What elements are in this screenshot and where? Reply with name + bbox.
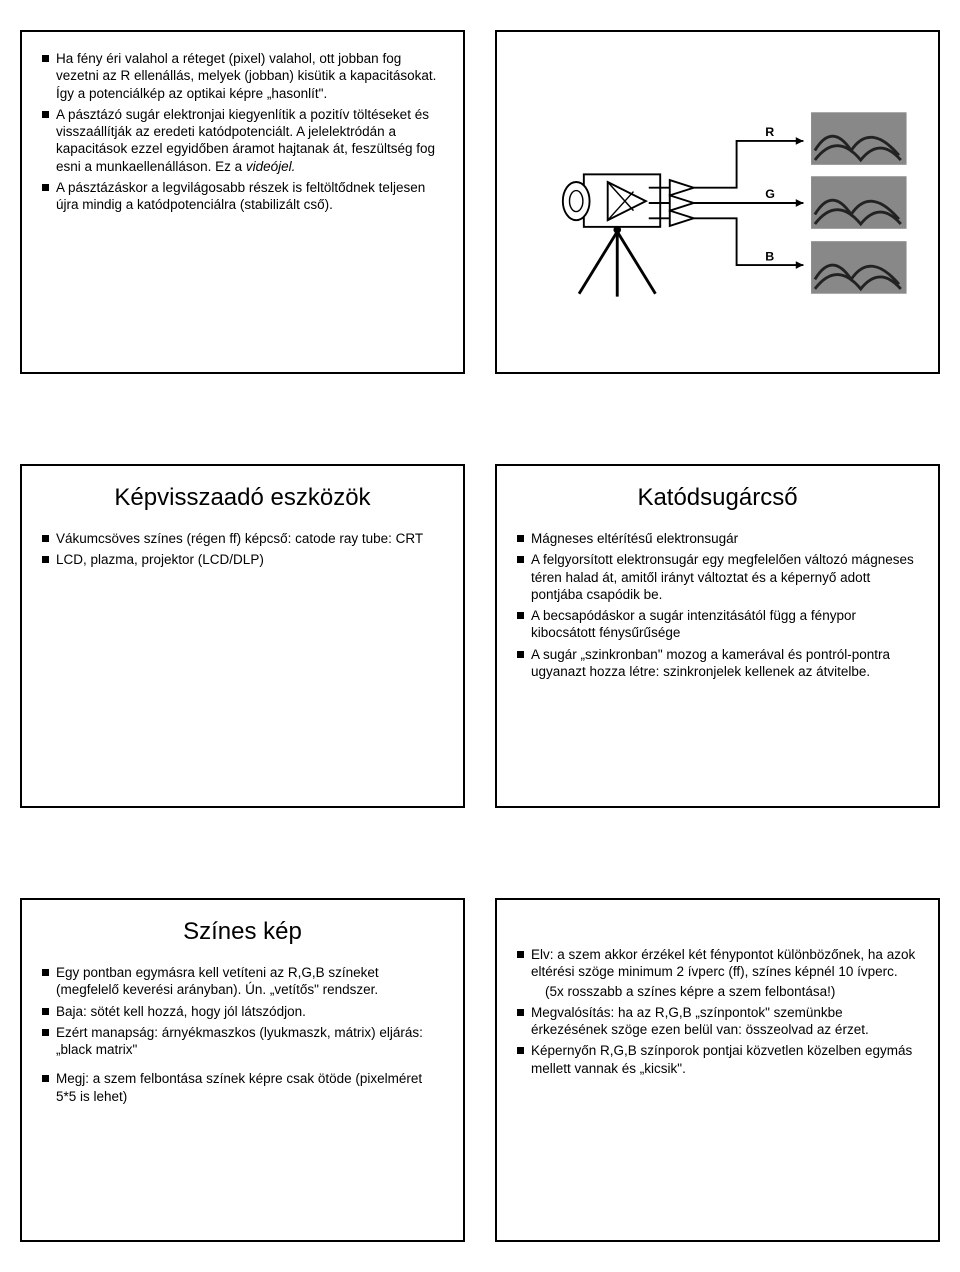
bullet: Megj: a szem felbontása színek képre csa… (42, 1070, 443, 1105)
sub-line: (5x rosszabb a színes képre a szem felbo… (531, 983, 918, 1000)
bullet-text: Elv: a szem akkor érzékel két fénypontot… (531, 947, 915, 979)
bullet: A becsapódáskor a sugár intenzitásától f… (517, 607, 918, 642)
bullet: Ha fény éri valahol a réteget (pixel) va… (42, 50, 443, 102)
bullet: Vákumcsöves színes (régen ff) képcső: ca… (42, 530, 443, 547)
slide-5-bullets: Egy pontban egymásra kell vetíteni az R,… (42, 964, 443, 1109)
bullet: Egy pontban egymásra kell vetíteni az R,… (42, 964, 443, 999)
thumb-g (811, 176, 906, 229)
bullet: A felgyorsított elektronsugár egy megfel… (517, 551, 918, 603)
slide-3-title: Képvisszaadó eszközök (42, 484, 443, 512)
thumb-r (811, 112, 906, 165)
bullet: Ezért manapság: árnyékmaszkos (lyukmaszk… (42, 1024, 443, 1059)
slide-3: Képvisszaadó eszközök Vákumcsöves színes… (20, 464, 465, 808)
bullet: A pásztázó sugár elektronjai kiegyenlíti… (42, 106, 443, 175)
slide-4: Katódsugárcső Mágneses eltérítésű elektr… (495, 464, 940, 808)
slide-6: Elv: a szem akkor érzékel két fénypontot… (495, 898, 940, 1242)
bullet: Elv: a szem akkor érzékel két fénypontot… (517, 946, 918, 1000)
label-g: G (765, 187, 775, 201)
slide-4-title: Katódsugárcső (517, 484, 918, 512)
bullet: Képernyőn R,G,B színporok pontjai közvet… (517, 1042, 918, 1077)
camera-rgb-diagram: R G B (517, 103, 918, 303)
slide-5-title: Színes kép (42, 918, 443, 946)
slide-3-bullets: Vákumcsöves színes (régen ff) képcső: ca… (42, 530, 443, 573)
slide-1: Ha fény éri valahol a réteget (pixel) va… (20, 30, 465, 374)
slide-2-diagram: R G B (495, 30, 940, 374)
slide-6-bullets: Elv: a szem akkor érzékel két fénypontot… (517, 946, 918, 1081)
bullet: Mágneses eltérítésű elektronsugár (517, 530, 918, 547)
slide-grid: Ha fény éri valahol a réteget (pixel) va… (20, 30, 940, 1242)
bullet: A pásztázáskor a legvilágosabb részek is… (42, 179, 443, 214)
slide-5: Színes kép Egy pontban egymásra kell vet… (20, 898, 465, 1242)
slide-4-bullets: Mágneses eltérítésű elektronsugár A felg… (517, 530, 918, 684)
label-b: B (765, 249, 774, 263)
bullet: LCD, plazma, projektor (LCD/DLP) (42, 551, 443, 568)
bullet: Baja: sötét kell hozzá, hogy jól látszód… (42, 1003, 443, 1020)
videojel-italic: videójel. (246, 159, 296, 174)
label-r: R (765, 125, 774, 139)
bullet: A sugár „szinkronban" mozog a kamerával … (517, 646, 918, 681)
thumb-b (811, 241, 906, 294)
bullet: Megvalósítás: ha az R,G,B „színpontok" s… (517, 1004, 918, 1039)
slide-1-bullets: Ha fény éri valahol a réteget (pixel) va… (42, 50, 443, 217)
